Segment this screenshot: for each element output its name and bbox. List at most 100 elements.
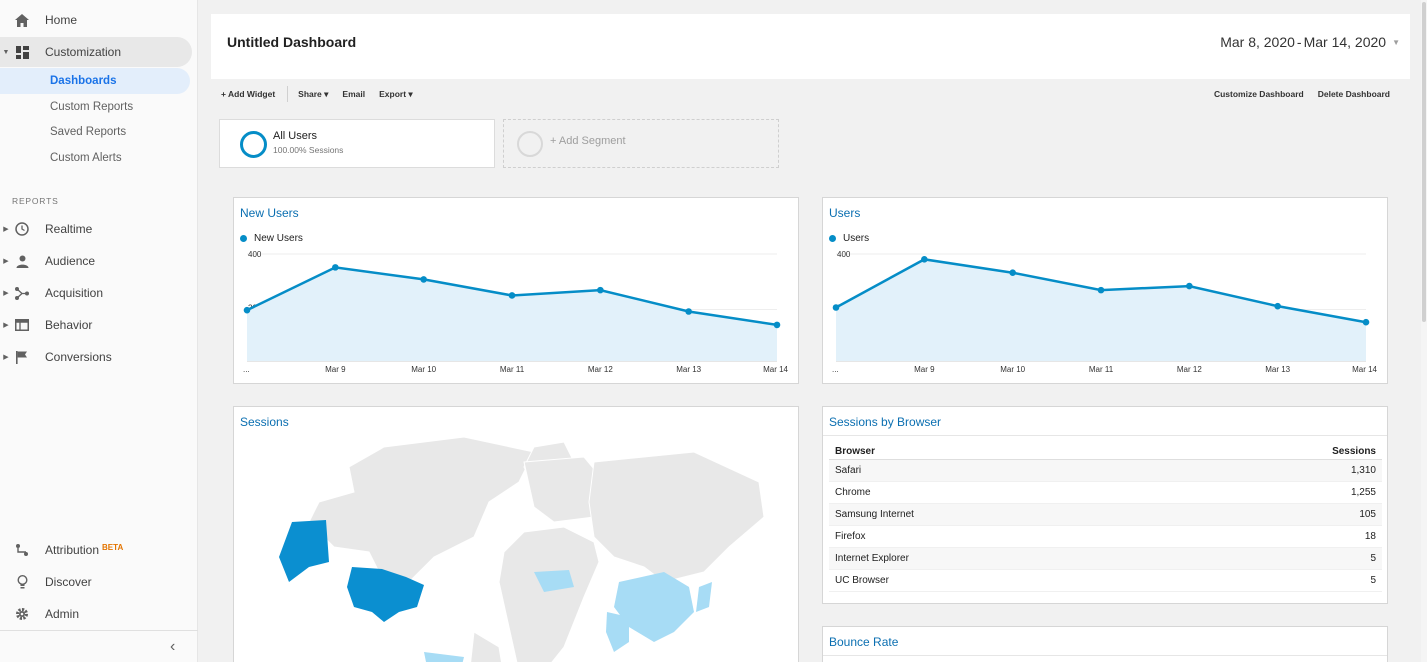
add-segment-button[interactable]: + Add Segment bbox=[503, 119, 779, 168]
table-header-row: Browser Sessions bbox=[829, 444, 1382, 460]
nav-behavior[interactable]: ▶ Behavior bbox=[0, 310, 192, 340]
table-row[interactable]: Safari 1,310 bbox=[829, 460, 1382, 482]
dashboard-grid-icon bbox=[14, 44, 30, 60]
nav-home[interactable]: Home bbox=[0, 5, 192, 35]
email-button[interactable]: Email bbox=[342, 89, 366, 99]
data-point bbox=[1009, 269, 1016, 277]
session-count: 5 bbox=[1370, 575, 1376, 586]
legend-label: Users bbox=[843, 233, 870, 244]
table-row[interactable]: Firefox 18 bbox=[829, 526, 1382, 548]
map-south-america bbox=[470, 631, 503, 662]
beta-badge: BETA bbox=[102, 543, 124, 552]
data-point bbox=[1362, 318, 1370, 326]
sidebar-item-saved-reports[interactable]: Saved Reports bbox=[50, 126, 127, 138]
x-tick-label: Mar 11 bbox=[500, 365, 525, 374]
nav-customization[interactable]: ▼ Customization bbox=[0, 37, 192, 67]
sidebar-item-custom-reports[interactable]: Custom Reports bbox=[50, 101, 134, 113]
bounce-rate-widget: Bounce Rate bbox=[822, 626, 1388, 662]
map-china bbox=[614, 572, 694, 642]
x-tick-label: Mar 10 bbox=[1000, 365, 1025, 374]
nav-acquisition[interactable]: ▶ Acquisition bbox=[0, 278, 192, 308]
data-point bbox=[1186, 282, 1193, 290]
x-tick-label: Mar 11 bbox=[1089, 365, 1114, 374]
legend-dot bbox=[240, 235, 247, 242]
widget-title[interactable]: Sessions by Browser bbox=[829, 415, 942, 429]
scrollbar-thumb[interactable] bbox=[1422, 2, 1426, 322]
date-end: Mar 14, 2020 bbox=[1303, 34, 1387, 50]
date-range-picker[interactable]: Mar 8, 2020 - Mar 14, 2020 ▼ bbox=[1220, 34, 1400, 50]
page-title: Untitled Dashboard bbox=[227, 34, 357, 50]
legend-label: New Users bbox=[254, 233, 303, 244]
widget-title[interactable]: New Users bbox=[240, 206, 299, 220]
collapse-sidebar-icon[interactable]: ‹ bbox=[170, 638, 176, 655]
browser-name: Firefox bbox=[835, 531, 866, 542]
widget-title[interactable]: Users bbox=[829, 206, 861, 220]
sessions-by-browser-widget: Sessions by Browser Browser Sessions Saf… bbox=[822, 406, 1388, 604]
date-separator: - bbox=[1296, 34, 1302, 50]
add-widget-button[interactable]: + Add Widget bbox=[221, 89, 276, 99]
person-icon bbox=[14, 253, 30, 269]
browser-name: Internet Explorer bbox=[835, 553, 909, 564]
segment-circle-icon bbox=[240, 131, 267, 158]
data-point bbox=[685, 308, 692, 315]
title-divider bbox=[823, 435, 1387, 436]
page-scrollbar[interactable] bbox=[1421, 0, 1427, 662]
sidebar-item-custom-alerts[interactable]: Custom Alerts bbox=[50, 152, 122, 164]
sidebar: Home ▼ Customization Dashboards Custom R… bbox=[0, 0, 198, 662]
map-turkey bbox=[534, 570, 574, 592]
sidebar-item-dashboards[interactable]: Dashboards bbox=[0, 68, 190, 94]
nav-attribution[interactable]: Attribution BETA bbox=[0, 535, 192, 565]
map-asia bbox=[588, 451, 765, 583]
nav-realtime[interactable]: ▶ Realtime bbox=[0, 214, 192, 244]
caret-down-icon: ▼ bbox=[2, 48, 10, 56]
clock-icon bbox=[14, 221, 30, 237]
data-point bbox=[773, 321, 781, 329]
x-tick-label: Mar 12 bbox=[1177, 365, 1202, 374]
data-point bbox=[832, 304, 840, 311]
sessions-map-widget: Sessions bbox=[233, 406, 799, 662]
sidebar-divider bbox=[0, 630, 198, 631]
dashboard-toolbar: + Add Widget Share ▾ Email Export ▾ Cust… bbox=[211, 80, 1410, 108]
flag-icon bbox=[14, 349, 30, 365]
data-point bbox=[420, 276, 427, 283]
table-row[interactable]: Chrome 1,255 bbox=[829, 482, 1382, 504]
nav-audience[interactable]: ▶ Audience bbox=[0, 246, 192, 276]
table-row[interactable]: Internet Explorer 5 bbox=[829, 548, 1382, 570]
share-menu-button[interactable]: Share ▾ bbox=[298, 88, 329, 99]
nav-discover[interactable]: Discover bbox=[0, 567, 192, 597]
widget-title[interactable]: Bounce Rate bbox=[829, 635, 899, 649]
column-header: Sessions bbox=[1332, 446, 1376, 457]
acquisition-icon bbox=[14, 285, 30, 301]
table-row[interactable]: Samsung Internet 105 bbox=[829, 504, 1382, 526]
home-icon bbox=[14, 12, 30, 28]
map-japan bbox=[696, 582, 712, 612]
customize-dashboard-button[interactable]: Customize Dashboard bbox=[1213, 89, 1304, 99]
reports-section-header: REPORTS bbox=[12, 196, 59, 206]
browser-name: Chrome bbox=[835, 487, 871, 498]
y-tick-label: 400 bbox=[837, 250, 851, 259]
export-menu-button[interactable]: Export ▾ bbox=[379, 88, 413, 99]
delete-dashboard-button[interactable]: Delete Dashboard bbox=[1317, 89, 1390, 99]
x-tick-label: Mar 14 bbox=[763, 365, 788, 374]
nav-conversions[interactable]: ▶ Conversions bbox=[0, 342, 192, 372]
map-north-america bbox=[308, 436, 535, 583]
x-tick-label: Mar 13 bbox=[676, 365, 701, 374]
widget-title[interactable]: Sessions bbox=[240, 415, 289, 429]
column-header: Browser bbox=[835, 446, 876, 457]
x-tick-label: Mar 9 bbox=[914, 365, 935, 374]
data-point bbox=[243, 306, 251, 314]
x-tick-label: Mar 10 bbox=[411, 365, 436, 374]
session-count: 105 bbox=[1359, 509, 1376, 520]
session-count: 1,255 bbox=[1350, 487, 1376, 498]
world-map[interactable] bbox=[234, 407, 800, 662]
toolbar-divider bbox=[287, 86, 289, 102]
nav-admin[interactable]: Admin bbox=[0, 599, 192, 629]
table-row[interactable]: UC Browser 5 bbox=[829, 570, 1382, 592]
segment-all-users[interactable]: All Users 100.00% Sessions bbox=[219, 119, 495, 168]
title-divider bbox=[823, 655, 1387, 656]
add-segment-label: + Add Segment bbox=[550, 135, 626, 147]
